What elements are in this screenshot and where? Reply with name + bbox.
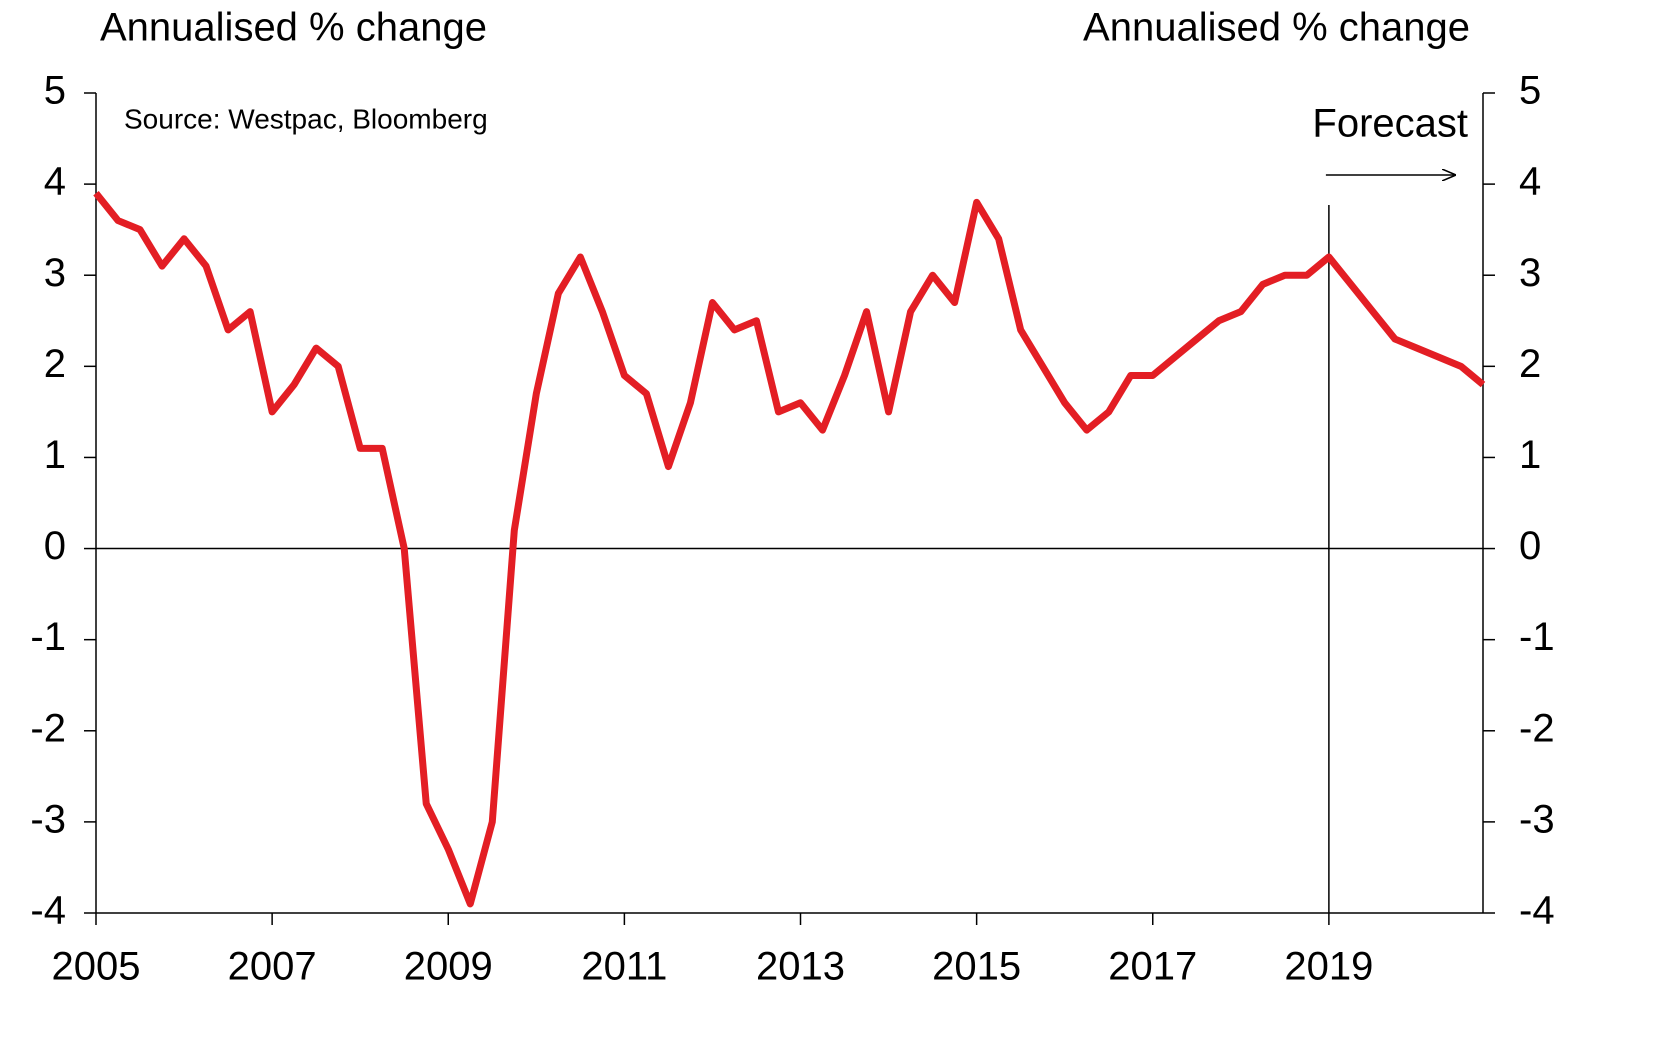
source-note: Source: Westpac, Bloomberg: [124, 103, 488, 134]
y-axis-label: Annualised % change: [100, 6, 487, 50]
x-tick-label: 2017: [1108, 945, 1197, 989]
x-tick-label: 2013: [756, 945, 845, 989]
y-tick-label: 0: [44, 524, 66, 568]
y2-tick-label: 0: [1519, 524, 1541, 568]
y2-tick-label: 3: [1519, 251, 1541, 295]
y2-tick-label: -1: [1519, 615, 1555, 659]
x-tick-label: 2009: [404, 945, 493, 989]
y2-tick-label: -4: [1519, 889, 1555, 933]
annotation: Forecast: [1312, 102, 1468, 146]
x-tick-label: 2011: [581, 945, 667, 989]
y-tick-label: -3: [30, 797, 66, 841]
y2-tick-label: -2: [1519, 706, 1555, 750]
y-tick-label: 4: [44, 160, 66, 204]
y-tick-label: 3: [44, 251, 66, 295]
y2-tick-label: 5: [1519, 69, 1541, 113]
y-tick-label: -4: [30, 889, 66, 933]
x-tick-label: 2005: [52, 945, 141, 989]
y2-tick-label: -3: [1519, 797, 1555, 841]
x-tick-label: 2019: [1284, 945, 1373, 989]
y2-tick-label: 4: [1519, 160, 1541, 204]
series-line: [93, 191, 1486, 908]
y-tick-label: -1: [30, 615, 66, 659]
x-tick-label: 2007: [228, 945, 317, 989]
y-tick-label: -2: [30, 706, 66, 750]
y-tick-label: 5: [44, 69, 66, 113]
y-tick-label: 1: [44, 433, 66, 477]
y2-axis-label: Annualised % change: [1083, 6, 1470, 50]
y2-tick-label: 1: [1519, 433, 1541, 477]
x-tick-label: 2015: [932, 945, 1021, 989]
y-tick-label: 2: [44, 342, 66, 386]
y2-tick-label: 2: [1519, 342, 1541, 386]
